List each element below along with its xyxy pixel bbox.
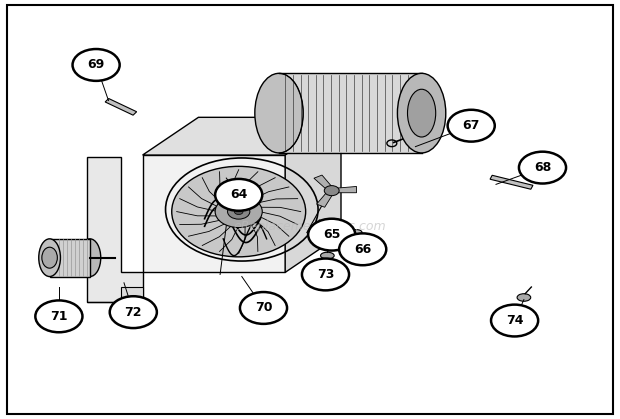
Circle shape: [110, 296, 157, 328]
Circle shape: [491, 305, 538, 336]
Circle shape: [324, 186, 339, 196]
Text: 72: 72: [125, 305, 142, 319]
Text: eReplacementParts.com: eReplacementParts.com: [234, 220, 386, 233]
Text: 66: 66: [354, 243, 371, 256]
Circle shape: [172, 166, 306, 257]
Circle shape: [240, 292, 287, 324]
Circle shape: [302, 259, 349, 290]
Ellipse shape: [38, 239, 61, 277]
Ellipse shape: [517, 294, 531, 301]
Text: 73: 73: [317, 268, 334, 281]
Ellipse shape: [79, 239, 100, 277]
Circle shape: [519, 152, 566, 184]
Circle shape: [448, 110, 495, 142]
Polygon shape: [143, 117, 341, 155]
Polygon shape: [317, 189, 334, 207]
Circle shape: [215, 179, 262, 211]
Polygon shape: [105, 98, 136, 115]
Text: 68: 68: [534, 161, 551, 174]
Polygon shape: [490, 175, 533, 189]
Text: 70: 70: [255, 301, 272, 315]
Ellipse shape: [351, 230, 362, 235]
Circle shape: [215, 196, 262, 228]
Circle shape: [339, 233, 386, 265]
Ellipse shape: [255, 73, 303, 153]
Text: 74: 74: [506, 314, 523, 327]
Polygon shape: [332, 186, 356, 193]
Polygon shape: [87, 157, 143, 302]
Ellipse shape: [407, 89, 436, 137]
Ellipse shape: [321, 252, 334, 259]
Polygon shape: [314, 175, 334, 191]
Text: 67: 67: [463, 119, 480, 132]
Text: 65: 65: [323, 228, 340, 241]
Text: 71: 71: [50, 310, 68, 323]
Polygon shape: [143, 155, 285, 272]
Circle shape: [73, 49, 120, 81]
Polygon shape: [279, 73, 446, 153]
Circle shape: [234, 209, 243, 215]
Polygon shape: [87, 287, 143, 302]
Ellipse shape: [397, 73, 446, 153]
Circle shape: [308, 219, 355, 251]
Polygon shape: [50, 239, 90, 277]
Ellipse shape: [42, 247, 57, 268]
Polygon shape: [285, 117, 341, 272]
Text: 69: 69: [87, 58, 105, 72]
Circle shape: [228, 204, 250, 219]
Circle shape: [35, 300, 82, 332]
Text: 64: 64: [230, 188, 247, 202]
